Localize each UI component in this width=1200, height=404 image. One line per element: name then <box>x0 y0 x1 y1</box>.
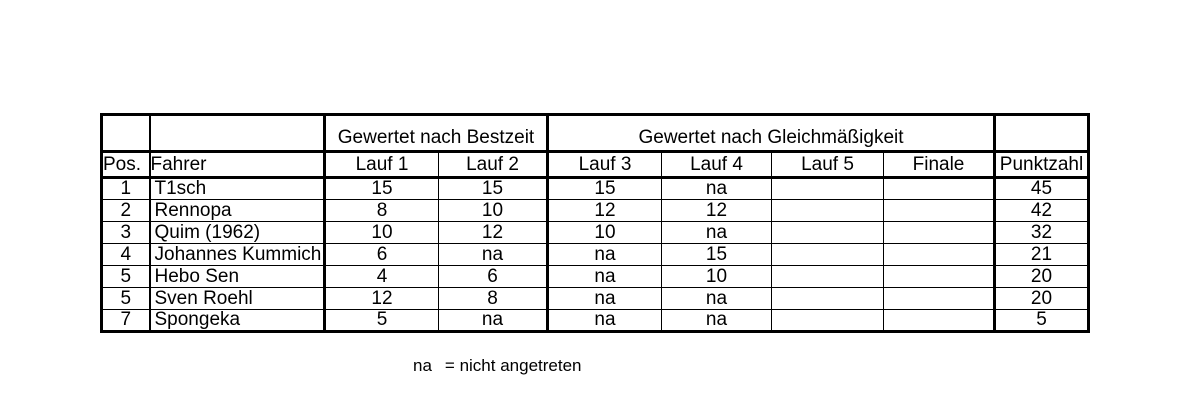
cell-pos: 3 <box>101 221 150 244</box>
table-row: 3 Quim (1962) 10 12 10 na 32 <box>101 221 1089 244</box>
empty-cell-pos <box>101 114 150 153</box>
cell-lauf3: 10 <box>546 221 662 244</box>
group-header-gleichmaessigkeit: Gewertet nach Gleichmäßigkeit <box>546 114 995 153</box>
cell-finale <box>883 221 995 244</box>
table-row: 5 Sven Roehl 12 8 na na 20 <box>101 287 1089 310</box>
cell-lauf4: na <box>661 309 772 332</box>
cell-fahrer: Rennopa <box>148 199 325 222</box>
cell-lauf4: 15 <box>661 243 772 266</box>
group-header-row: Gewertet nach Bestzeit Gewertet nach Gle… <box>101 114 1089 153</box>
column-header-fahrer: Fahrer <box>148 151 325 179</box>
cell-fahrer: Johannes Kummich <box>148 243 325 266</box>
cell-fahrer: Sven Roehl <box>148 287 325 310</box>
cell-lauf5 <box>771 287 884 310</box>
cell-pos: 7 <box>101 309 150 332</box>
cell-lauf3: na <box>546 287 662 310</box>
cell-lauf5 <box>771 221 884 244</box>
cell-lauf4: na <box>661 221 772 244</box>
cell-pos: 2 <box>101 199 150 222</box>
column-header-lauf5: Lauf 5 <box>771 151 884 179</box>
cell-lauf3: na <box>546 243 662 266</box>
cell-lauf1: 6 <box>323 243 439 266</box>
column-header-lauf3: Lauf 3 <box>546 151 662 179</box>
cell-lauf3: na <box>546 265 662 288</box>
cell-fahrer: Hebo Sen <box>148 265 325 288</box>
cell-finale <box>883 243 995 266</box>
cell-finale <box>883 265 995 288</box>
cell-fahrer: Spongeka <box>148 309 325 332</box>
cell-finale <box>883 309 995 332</box>
cell-fahrer: Quim (1962) <box>148 221 325 244</box>
cell-finale <box>883 177 995 200</box>
cell-punktzahl: 32 <box>993 221 1089 244</box>
table-row: 4 Johannes Kummich 6 na na 15 21 <box>101 243 1089 266</box>
cell-lauf1: 15 <box>323 177 439 200</box>
cell-lauf3: 12 <box>546 199 662 222</box>
cell-lauf2: 12 <box>438 221 548 244</box>
cell-pos: 1 <box>101 177 150 200</box>
cell-lauf2: na <box>438 309 548 332</box>
group-header-bestzeit: Gewertet nach Bestzeit <box>323 114 548 153</box>
column-header-pos: Pos. <box>101 151 150 179</box>
cell-punktzahl: 5 <box>993 309 1089 332</box>
cell-punktzahl: 21 <box>993 243 1089 266</box>
cell-lauf1: 10 <box>323 221 439 244</box>
footnote-abbr: na <box>413 356 432 375</box>
cell-lauf2: 8 <box>438 287 548 310</box>
cell-lauf1: 5 <box>323 309 439 332</box>
cell-lauf1: 8 <box>323 199 439 222</box>
cell-lauf4: na <box>661 287 772 310</box>
empty-cell-punktzahl <box>993 114 1089 153</box>
column-header-lauf2: Lauf 2 <box>438 151 548 179</box>
empty-cell-fahrer <box>148 114 325 153</box>
cell-pos: 5 <box>101 287 150 310</box>
cell-lauf2: 15 <box>438 177 548 200</box>
cell-fahrer: T1sch <box>148 177 325 200</box>
cell-finale <box>883 199 995 222</box>
table-row: 1 T1sch 15 15 15 na 45 <box>101 177 1089 200</box>
cell-lauf5 <box>771 243 884 266</box>
column-header-lauf4: Lauf 4 <box>661 151 772 179</box>
cell-punktzahl: 20 <box>993 265 1089 288</box>
cell-lauf2: 6 <box>438 265 548 288</box>
cell-lauf5 <box>771 265 884 288</box>
cell-lauf3: 15 <box>546 177 662 200</box>
footnote-text: = nicht angetreten <box>444 356 582 375</box>
cell-lauf5 <box>771 177 884 200</box>
footnote: na = nicht angetreten <box>413 356 582 376</box>
column-header-row: Pos. Fahrer Lauf 1 Lauf 2 Lauf 3 Lauf 4 … <box>101 151 1089 179</box>
table-body: 1 T1sch 15 15 15 na 45 2 Rennopa 8 10 12 12 42 3 Quim (… <box>101 177 1089 332</box>
table-row: 7 Spongeka 5 na na na 5 <box>101 309 1089 332</box>
column-header-finale: Finale <box>883 151 995 179</box>
cell-punktzahl: 45 <box>993 177 1089 200</box>
cell-lauf5 <box>771 199 884 222</box>
cell-lauf4: 12 <box>661 199 772 222</box>
table-row: 2 Rennopa 8 10 12 12 42 <box>101 199 1089 222</box>
cell-finale <box>883 287 995 310</box>
cell-lauf1: 4 <box>323 265 439 288</box>
results-table: Gewertet nach Bestzeit Gewertet nach Gle… <box>100 113 1090 333</box>
cell-lauf4: na <box>661 177 772 200</box>
cell-pos: 5 <box>101 265 150 288</box>
cell-punktzahl: 20 <box>993 287 1089 310</box>
table-row: 5 Hebo Sen 4 6 na 10 20 <box>101 265 1089 288</box>
cell-lauf3: na <box>546 309 662 332</box>
column-header-punktzahl: Punktzahl <box>993 151 1089 179</box>
cell-lauf5 <box>771 309 884 332</box>
cell-lauf2: 10 <box>438 199 548 222</box>
cell-lauf1: 12 <box>323 287 439 310</box>
cell-lauf4: 10 <box>661 265 772 288</box>
cell-pos: 4 <box>101 243 150 266</box>
cell-punktzahl: 42 <box>993 199 1089 222</box>
column-header-lauf1: Lauf 1 <box>323 151 439 179</box>
cell-lauf2: na <box>438 243 548 266</box>
